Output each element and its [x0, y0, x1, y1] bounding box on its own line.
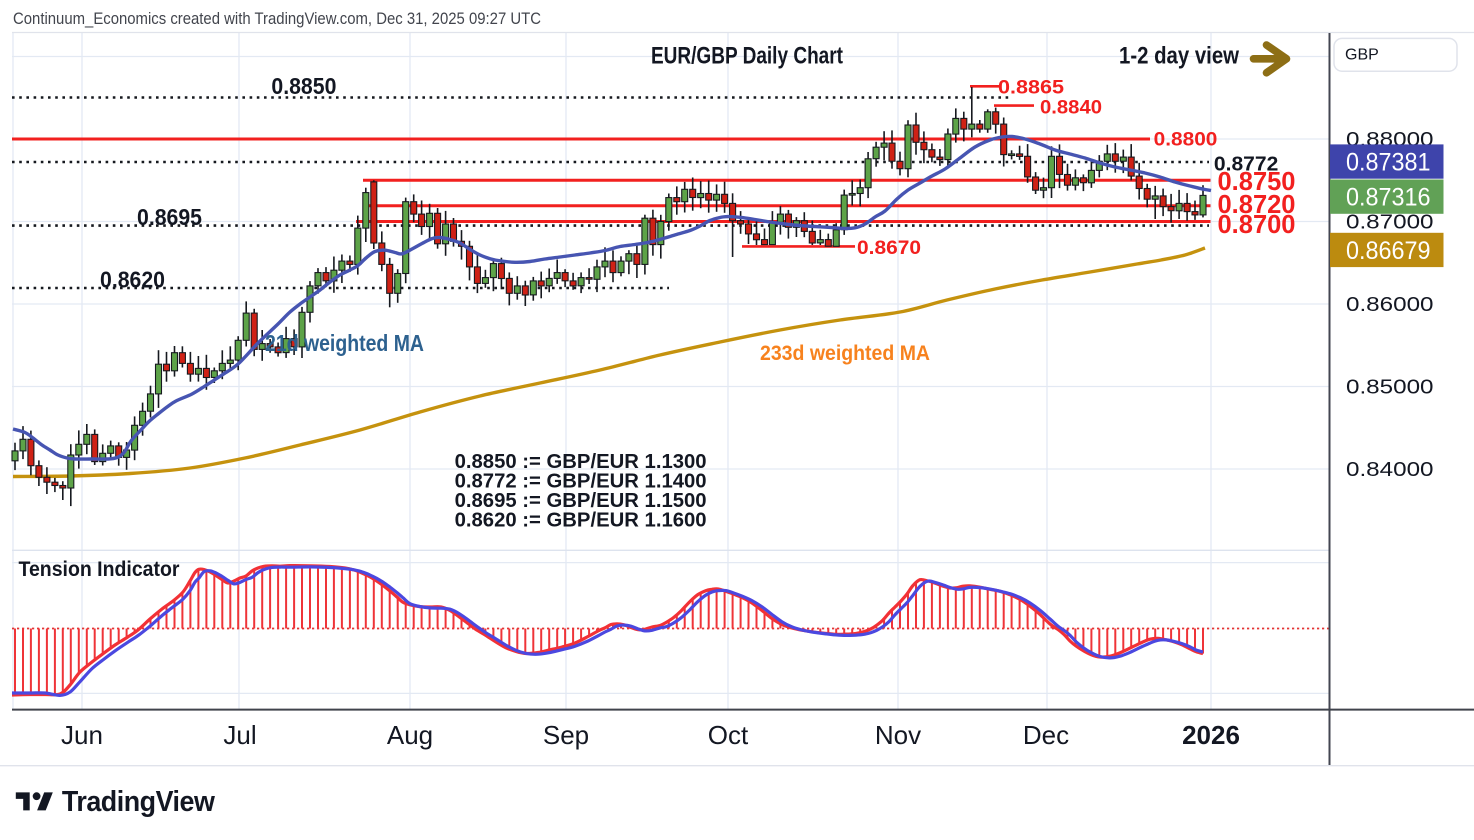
- svg-text:0.8695: 0.8695: [137, 204, 202, 230]
- svg-text:0.8720: 0.8720: [1218, 189, 1296, 219]
- svg-text:0.8850: 0.8850: [271, 73, 336, 99]
- svg-text:0.8695 := GBP/EUR 1.1500: 0.8695 := GBP/EUR 1.1500: [455, 490, 707, 512]
- svg-text:0.87316: 0.87316: [1346, 183, 1431, 211]
- svg-text:0.8750: 0.8750: [1218, 166, 1296, 196]
- svg-text:0.87000: 0.87000: [1346, 212, 1434, 234]
- svg-text:GBP: GBP: [1345, 47, 1379, 64]
- svg-text:Jun: Jun: [61, 720, 103, 750]
- svg-text:Continuum_Economics created wi: Continuum_Economics created with Trading…: [13, 10, 541, 28]
- svg-text:TradingView: TradingView: [62, 786, 216, 818]
- svg-text:21d weighted MA: 21d weighted MA: [265, 330, 424, 356]
- svg-text:1-2 day view: 1-2 day view: [1119, 43, 1239, 70]
- svg-text:0.8800: 0.8800: [1154, 130, 1218, 151]
- svg-text:Tension Indicator: Tension Indicator: [19, 558, 180, 581]
- svg-text:0.8700: 0.8700: [1218, 209, 1296, 239]
- svg-text:0.8840: 0.8840: [1040, 97, 1102, 118]
- svg-text:Oct: Oct: [708, 720, 749, 750]
- svg-text:233d weighted MA: 233d weighted MA: [760, 342, 930, 365]
- svg-text:0.86000: 0.86000: [1346, 294, 1434, 316]
- svg-text:0.8620 := GBP/EUR 1.1600: 0.8620 := GBP/EUR 1.1600: [455, 510, 707, 532]
- svg-text:0.85000: 0.85000: [1346, 377, 1434, 399]
- svg-text:0.87381: 0.87381: [1346, 148, 1431, 176]
- svg-text:Sep: Sep: [543, 720, 589, 750]
- svg-text:0.8772: 0.8772: [1214, 153, 1278, 175]
- svg-text:0.8670: 0.8670: [857, 238, 921, 259]
- svg-text:Aug: Aug: [387, 720, 433, 750]
- svg-text:0.8865: 0.8865: [998, 78, 1064, 99]
- svg-text:Nov: Nov: [875, 720, 921, 750]
- svg-text:0.8772 := GBP/EUR 1.1400: 0.8772 := GBP/EUR 1.1400: [455, 471, 707, 493]
- svg-text:EUR/GBP Daily Chart: EUR/GBP Daily Chart: [651, 43, 843, 70]
- svg-text:Dec: Dec: [1023, 720, 1069, 750]
- svg-text:0.8620: 0.8620: [100, 267, 165, 293]
- svg-text:Jul: Jul: [223, 720, 256, 750]
- svg-text:2026: 2026: [1182, 720, 1240, 750]
- svg-text:0.84000: 0.84000: [1346, 459, 1434, 481]
- svg-text:0.86679: 0.86679: [1346, 237, 1431, 265]
- svg-text:0.8850 := GBP/EUR 1.1300: 0.8850 := GBP/EUR 1.1300: [455, 451, 707, 473]
